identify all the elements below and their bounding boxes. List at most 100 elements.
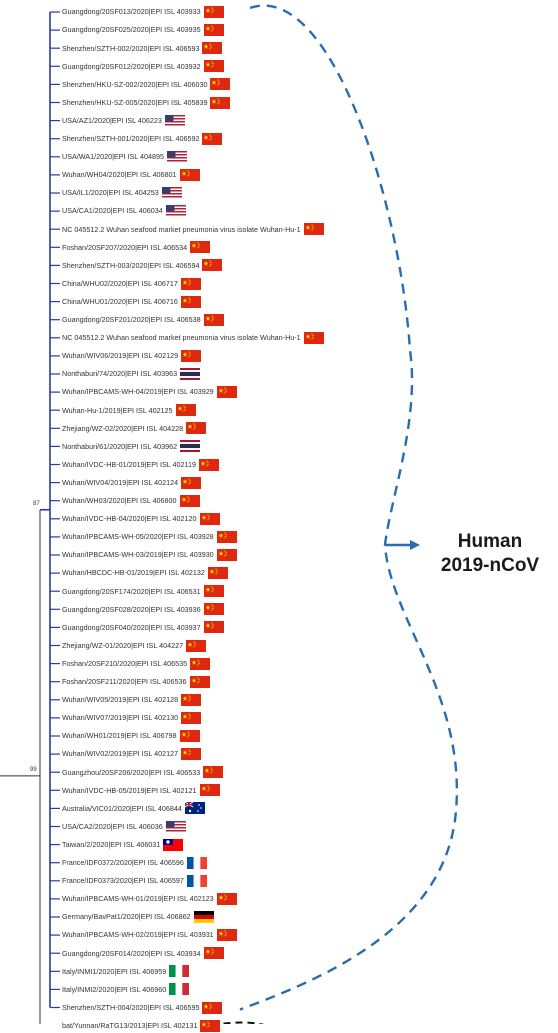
australia-flag-icon [184, 802, 205, 815]
china-flag-icon [202, 132, 223, 145]
leaf-label: Wuhan/IVDC-HB-01/2019|EPI ISL 402119 [62, 459, 196, 469]
china-flag-icon [186, 422, 207, 435]
china-flag-icon [199, 784, 220, 797]
annotation-line-2: 2019-nCoV [440, 555, 540, 576]
leaf-label: Taiwan/2/2020|EPI ISL 406031 [62, 839, 161, 849]
china-flag-icon [203, 766, 224, 779]
leaf-label: Guangdong/20SF174/2020|EPI ISL 406531 [62, 586, 201, 596]
leaf-label: Wuhan/WIV06/2019|EPI ISL 402129 [62, 351, 179, 361]
leaf-label: Wuhan/WIV04/2019|EPI ISL 402124 [62, 477, 179, 487]
china-flag-icon [189, 675, 210, 688]
tree-leaf: Wuhan/IPBCAMS-WH-02/2019|EPI ISL 403931 [62, 928, 214, 942]
leaf-label: Wuhan/WH04/2020|EPI ISL 406801 [62, 170, 177, 180]
leaf-label: Guangdong/20SF013/2020|EPI ISL 403933 [62, 7, 201, 17]
leaf-label: Wuhan/IPBCAMS-WH-02/2019|EPI ISL 403931 [62, 930, 214, 940]
leaf-label: Zhejiang/WZ-02/2020|EPI ISL 404228 [62, 423, 184, 433]
china-flag-icon [180, 277, 201, 290]
leaf-label: Guangzhou/20SF206/2020|EPI ISL 406533 [62, 767, 201, 777]
tree-leaf: Guangdong/20SF025/2020|EPI ISL 403935 [62, 23, 201, 37]
leaf-label: Guangdong/20SF014/2020|EPI ISL 403934 [62, 948, 201, 958]
leaf-label: USA/CA2/2020|EPI ISL 406036 [62, 821, 163, 831]
tree-leaf: NC 045512.2 Wuhan seafood market pneumon… [62, 331, 301, 345]
tree-leaf: Italy/INMI1/2020|EPI ISL 406959 [62, 964, 166, 978]
tree-leaf: Australia/VIC01/2020|EPI ISL 406844 [62, 801, 182, 815]
italy-flag-icon [169, 965, 190, 978]
leaf-label: Wuhan/IPBCAMS-WH-04/2019|EPI ISL 403929 [62, 387, 214, 397]
china-flag-icon [203, 6, 224, 18]
tree-leaf: Wuhan/IPBCAMS-WH-05/2020|EPI ISL 403928 [62, 530, 214, 544]
thailand-flag-icon [180, 368, 201, 380]
tree-leaf: Shenzhen/HKU-SZ-002/2020|EPI ISL 406030 [62, 77, 207, 91]
china-flag-icon [203, 947, 224, 960]
china-flag-icon [179, 730, 200, 742]
clade-arrow-head [410, 540, 420, 550]
leaf-label: Wuhan/WH03/2020|EPI ISL 406800 [62, 496, 177, 506]
tree-leaf: Guangdong/20SF028/2020|EPI ISL 403936 [62, 602, 201, 616]
tree-leaf: Shenzhen/SZTH-003/2020|EPI ISL 406594 [62, 258, 199, 272]
leaf-label: France/IDF0373/2020|EPI ISL 406597 [62, 876, 184, 886]
tree-leaf: Foshan/20SF211/2020|EPI ISL 406536 [62, 675, 187, 689]
tree-leaf: USA/IL1/2020|EPI ISL 404253 [62, 186, 159, 200]
tree-leaf: USA/CA1/2020|EPI ISL 406034 [62, 204, 163, 218]
tree-leaf: USA/AZ1/2020|EPI ISL 406223 [62, 114, 162, 128]
china-flag-icon [216, 929, 237, 942]
tree-leaf: NC 045512.2 Wuhan seafood market pneumon… [62, 222, 301, 236]
leaf-label: Wuhan/WIV02/2019|EPI ISL 402127 [62, 749, 179, 759]
china-flag-icon [203, 24, 224, 37]
tree-leaf: Guangdong/20SF013/2020|EPI ISL 403933 [62, 5, 201, 19]
usa-flag-icon [165, 820, 186, 833]
china-flag-icon [216, 530, 237, 543]
leaf-label: Wuhan/WIV05/2019|EPI ISL 402128 [62, 695, 179, 705]
china-flag-icon [181, 748, 202, 761]
tree-leaf: Wuhan/IPBCAMS-WH-01/2019|EPI ISL 402123 [62, 892, 214, 906]
leaf-label: Zhejiang/WZ-01/2020|EPI ISL 404227 [62, 640, 184, 650]
tree-leaf: Wuhan/WH04/2020|EPI ISL 406801 [62, 168, 177, 182]
leaf-label: Nonthaburi/61/2020|EPI ISL 403962 [62, 441, 178, 451]
tree-leaf: Wuhan/WIV06/2019|EPI ISL 402129 [62, 349, 178, 363]
tree-leaf: Wuhan/WH01/2019|EPI ISL 406798 [62, 729, 177, 743]
china-flag-icon [210, 78, 231, 91]
tree-leaf: France/IDF0372/2020|EPI ISL 406596 [62, 856, 184, 870]
tree-leaf: Guangdong/20SF014/2020|EPI ISL 403934 [62, 946, 201, 960]
germany-flag-icon [193, 911, 214, 923]
tree-leaf: Wuhan/WIV02/2019|EPI ISL 402127 [62, 747, 178, 761]
bootstrap-value: 99 [30, 766, 37, 773]
tree-leaf: Wuhan/IVDC-HB-01/2019|EPI ISL 402119 [62, 458, 196, 472]
china-flag-icon [203, 603, 224, 616]
tree-leaf: Guangdong/20SF201/2020|EPI ISL 406538 [62, 313, 201, 327]
tree-leaf: France/IDF0373/2020|EPI ISL 406597 [62, 874, 184, 888]
china-flag-icon [207, 567, 228, 580]
leaf-label: USA/WA1/2020|EPI ISL 404895 [62, 152, 165, 162]
usa-flag-icon [161, 187, 182, 199]
china-flag-icon [216, 386, 237, 399]
leaf-label: USA/IL1/2020|EPI ISL 404253 [62, 188, 159, 198]
china-flag-icon [202, 42, 223, 55]
china-flag-icon [303, 223, 324, 236]
leaf-label: Wuhan/WIV07/2019|EPI ISL 402130 [62, 713, 179, 723]
leaf-label: Shenzhen/SZTH-001/2020|EPI ISL 406592 [62, 134, 200, 144]
usa-flag-icon [165, 205, 186, 218]
leaf-label: Guangdong/20SF201/2020|EPI ISL 406538 [62, 315, 201, 325]
china-flag-icon [216, 892, 237, 905]
tree-leaf: China/WHU02/2020|EPI ISL 406717 [62, 277, 178, 291]
leaf-label: Italy/INMI1/2020|EPI ISL 406959 [62, 966, 167, 976]
tree-leaf: USA/CA2/2020|EPI ISL 406036 [62, 820, 163, 834]
tree-leaf: Nonthaburi/61/2020|EPI ISL 403962 [62, 439, 177, 453]
china-flag-icon [179, 494, 200, 507]
clade-annotation: Human 2019-nCoV [430, 530, 550, 578]
leaf-label: USA/CA1/2020|EPI ISL 406034 [62, 206, 163, 216]
tree-leaf: USA/WA1/2020|EPI ISL 404895 [62, 150, 164, 164]
tree-leaf: Wuhan/HBCDC-HB-01/2019|EPI ISL 402132 [62, 566, 205, 580]
tree-leaf: China/WHU01/2020|EPI ISL 406716 [62, 295, 178, 309]
bootstrap-value: 87 [33, 500, 40, 507]
china-flag-icon [181, 349, 202, 362]
leaf-label: Germany/BavPat1/2020|EPI ISL 406862 [62, 912, 191, 922]
tree-leaf: Zhejiang/WZ-01/2020|EPI ISL 404227 [62, 639, 183, 653]
china-flag-icon [303, 331, 324, 344]
clade-bracket [239, 4, 458, 1011]
china-flag-icon [202, 259, 223, 272]
china-flag-icon [181, 693, 202, 706]
leaf-label: Australia/VIC01/2020|EPI ISL 406844 [62, 803, 182, 813]
leaf-label: USA/AZ1/2020|EPI ISL 406223 [62, 115, 162, 125]
